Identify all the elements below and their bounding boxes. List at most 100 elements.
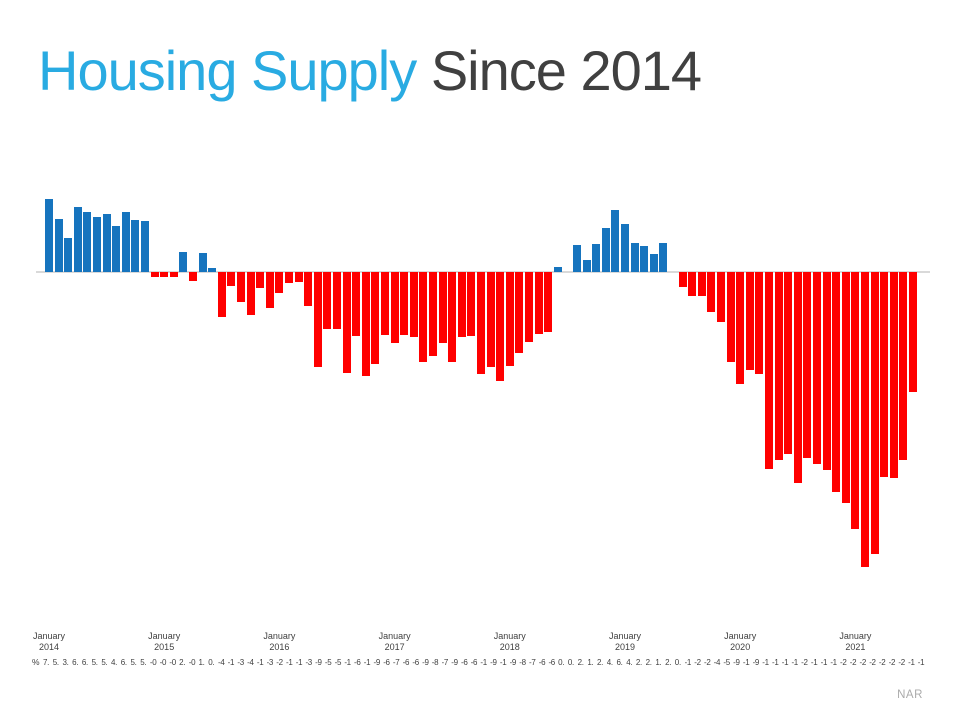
bar-positive (83, 212, 92, 272)
bar-negative (237, 272, 245, 302)
data-label: 0. (208, 658, 215, 667)
data-label: -1 (295, 658, 303, 667)
bar-negative (726, 272, 735, 362)
bar-negative (467, 272, 476, 336)
bar-negative (400, 272, 409, 335)
data-label: -6 (354, 658, 361, 667)
bar-negative (525, 272, 533, 342)
data-label: -8 (431, 658, 439, 667)
data-label: -1 (363, 658, 371, 667)
data-label: -1 (256, 658, 264, 667)
data-label: -0 (188, 658, 196, 667)
bar-negative (342, 272, 351, 373)
data-label: 0. (674, 658, 681, 667)
bar-positive (630, 243, 639, 272)
bar-negative (697, 272, 706, 296)
bar-negative (832, 272, 841, 492)
bar-positive (102, 214, 111, 272)
data-label: -2 (703, 658, 711, 667)
bar-negative (352, 272, 361, 336)
data-label: -0 (149, 658, 157, 667)
bar-negative (899, 272, 908, 460)
data-label: 5. (52, 658, 59, 667)
data-label: -1 (499, 658, 507, 667)
bar-negative (313, 272, 322, 367)
bar-positive (649, 254, 658, 272)
bar-negative (371, 272, 380, 364)
data-label: -9 (733, 658, 740, 667)
bar-negative (150, 272, 159, 277)
data-label: -6 (402, 658, 410, 667)
bar-negative (745, 272, 754, 370)
data-label: -3 (237, 658, 244, 667)
bar-negative (774, 272, 783, 460)
bar-positive (553, 267, 562, 272)
data-label: 5. (130, 658, 137, 667)
data-label: -1 (227, 658, 235, 667)
data-label: -1 (908, 658, 915, 667)
bar-negative (813, 272, 821, 464)
data-label: -9 (315, 658, 322, 667)
data-label: 2. (597, 658, 604, 667)
data-label: -5 (723, 658, 730, 667)
data-label: 7. (43, 658, 50, 667)
data-label: -3 (266, 658, 274, 667)
data-label: -5 (334, 658, 342, 667)
data-label: 3. (62, 658, 69, 667)
bar-negative (429, 272, 437, 356)
data-label: -4 (217, 658, 225, 667)
data-label: 2. (645, 658, 652, 667)
bar-negative (217, 272, 226, 317)
bar-negative (534, 272, 543, 334)
data-label: -9 (373, 658, 380, 667)
bar-positive (198, 253, 207, 272)
data-label: -6 (548, 658, 555, 667)
bar-negative (189, 272, 197, 281)
bar-positive (141, 221, 149, 272)
bar-negative (717, 272, 725, 322)
data-label: -4 (713, 658, 721, 667)
bar-negative (448, 272, 457, 362)
bar-positive (73, 207, 82, 272)
bar-negative (707, 272, 716, 312)
bar-negative (438, 272, 447, 343)
bar-positive (621, 224, 629, 272)
data-label: 2. (635, 658, 642, 667)
data-label: -6 (538, 658, 546, 667)
bar-positive (640, 246, 649, 272)
x-tick-label: January 2018 (493, 631, 526, 652)
x-tick-label: January 2020 (724, 631, 757, 652)
bar-negative (851, 272, 860, 529)
data-label: -1 (820, 658, 828, 667)
data-label: 5. (101, 658, 108, 667)
data-label: -1 (480, 658, 487, 667)
data-label: -1 (684, 658, 692, 667)
data-label: -4 (247, 658, 254, 667)
data-label: 5. (140, 658, 147, 667)
data-label: -2 (898, 658, 905, 667)
bar-negative (409, 272, 418, 337)
data-label: -2 (888, 658, 896, 667)
bar-negative (227, 272, 236, 286)
x-tick-label: January 2019 (608, 631, 642, 652)
data-label: -5 (324, 658, 332, 667)
data-label: -8 (519, 658, 526, 667)
bar-positive (131, 220, 140, 272)
data-label: 4. (626, 658, 633, 667)
data-label: -1 (742, 658, 750, 667)
data-label: -2 (859, 658, 866, 667)
bar-negative (803, 272, 812, 458)
bar-negative (505, 272, 514, 366)
data-label: -6 (383, 658, 390, 667)
bar-positive (611, 210, 620, 272)
bar-negative (477, 272, 485, 374)
bar-negative (304, 272, 313, 306)
data-label: 4. (111, 658, 118, 667)
data-label: 6. (72, 658, 79, 667)
bar-negative (419, 272, 428, 362)
bar-negative (784, 272, 793, 454)
bar-negative (246, 272, 255, 315)
data-label: -1 (772, 658, 779, 667)
bar-positive (121, 212, 130, 272)
